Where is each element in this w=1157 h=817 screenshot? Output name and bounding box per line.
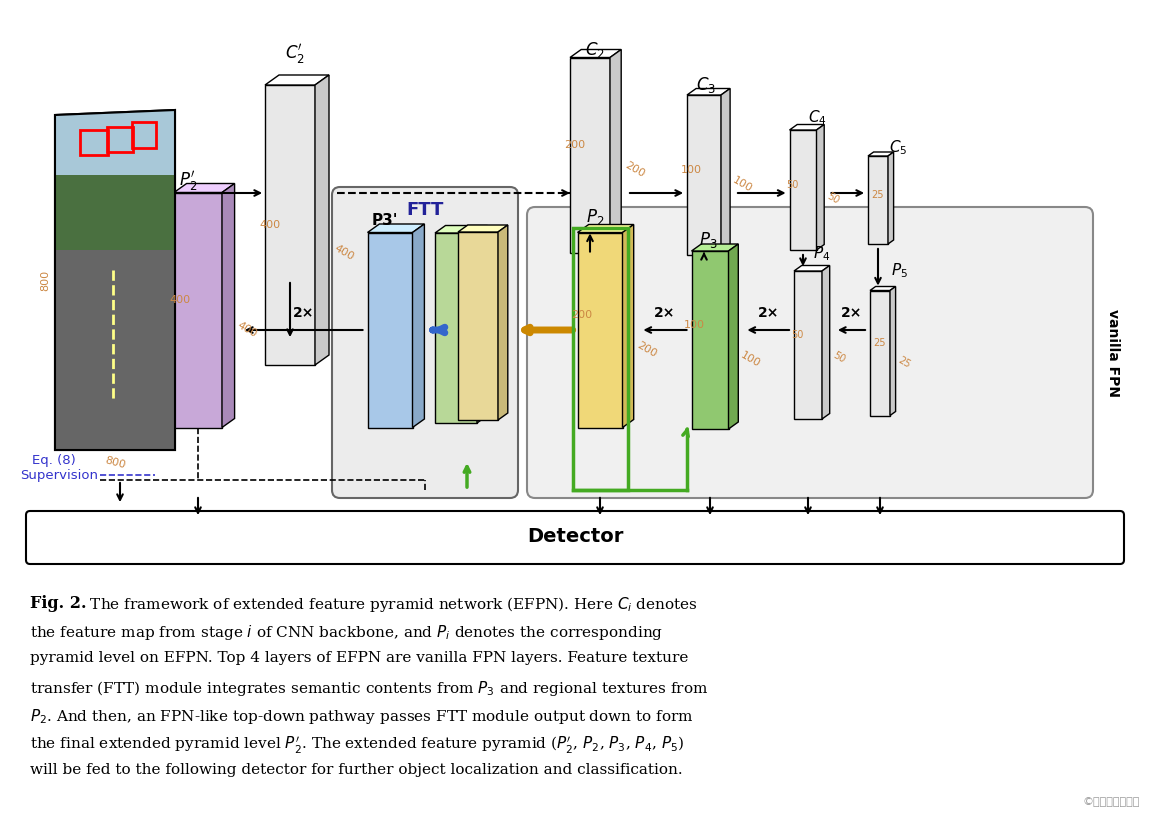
Text: 2×: 2× (758, 306, 779, 320)
Text: 25: 25 (874, 338, 886, 348)
Text: $P_2$. And then, an FPN-like top-down pathway passes FTT module output down to f: $P_2$. And then, an FPN-like top-down pa… (30, 707, 694, 726)
Polygon shape (687, 95, 721, 255)
Text: FTT: FTT (406, 201, 443, 219)
Text: the final extended pyramid level $P_2'$. The extended feature pyramid ($P_2'$, $: the final extended pyramid level $P_2'$.… (30, 735, 684, 756)
Text: 400: 400 (332, 243, 355, 262)
Text: 400: 400 (236, 320, 259, 340)
Polygon shape (721, 88, 730, 255)
Polygon shape (56, 110, 175, 450)
Text: 200: 200 (624, 160, 647, 180)
Polygon shape (577, 225, 634, 233)
Text: The framework of extended feature pyramid network (EFPN). Here $C_i$ denotes: The framework of extended feature pyrami… (84, 595, 698, 614)
Polygon shape (692, 251, 729, 429)
Polygon shape (870, 291, 890, 416)
Text: 50: 50 (787, 180, 798, 190)
Polygon shape (56, 110, 175, 175)
Polygon shape (870, 287, 896, 291)
Polygon shape (692, 244, 738, 251)
Polygon shape (174, 193, 222, 427)
Polygon shape (435, 233, 477, 423)
Text: Supervision: Supervision (20, 468, 98, 481)
Polygon shape (265, 85, 315, 365)
Text: 100: 100 (684, 320, 705, 330)
Polygon shape (458, 232, 498, 420)
Polygon shape (821, 266, 830, 419)
Text: 800: 800 (103, 455, 126, 470)
Text: vanilla FPN: vanilla FPN (1106, 309, 1120, 396)
Text: 2×: 2× (841, 306, 862, 320)
Text: 50: 50 (831, 350, 847, 364)
Text: 200: 200 (635, 341, 658, 359)
Polygon shape (789, 124, 824, 130)
Text: 100: 100 (731, 176, 754, 194)
Text: Detector: Detector (526, 528, 624, 547)
FancyBboxPatch shape (332, 187, 518, 498)
Polygon shape (890, 287, 896, 416)
Text: 2×: 2× (655, 306, 676, 320)
Polygon shape (56, 250, 175, 450)
Polygon shape (174, 184, 235, 193)
Text: 100: 100 (680, 165, 701, 175)
Text: 400: 400 (259, 220, 280, 230)
Text: 50: 50 (825, 190, 841, 205)
Polygon shape (687, 88, 730, 95)
Polygon shape (577, 233, 622, 427)
Text: $P_3$: $P_3$ (699, 230, 717, 250)
Text: $C_2'$: $C_2'$ (285, 42, 305, 65)
FancyBboxPatch shape (25, 511, 1123, 564)
Text: pyramid level on EFPN. Top 4 layers of EFPN are vanilla FPN layers. Feature text: pyramid level on EFPN. Top 4 layers of E… (30, 651, 688, 665)
Polygon shape (729, 244, 738, 429)
Polygon shape (868, 152, 893, 156)
Polygon shape (315, 75, 329, 365)
Polygon shape (889, 152, 893, 244)
Text: the feature map from stage $i$ of CNN backbone, and $P_i$ denotes the correspond: the feature map from stage $i$ of CNN ba… (30, 623, 663, 642)
Text: 50: 50 (791, 330, 803, 340)
FancyBboxPatch shape (526, 207, 1093, 498)
Polygon shape (56, 175, 175, 250)
Text: 200: 200 (570, 310, 592, 320)
Text: 400: 400 (169, 295, 191, 305)
Text: $C_4$: $C_4$ (808, 108, 826, 127)
Polygon shape (794, 266, 830, 271)
Text: 200: 200 (565, 140, 585, 150)
Text: $P_2$: $P_2$ (585, 207, 604, 227)
Text: Fig. 2.: Fig. 2. (30, 595, 87, 612)
Polygon shape (368, 224, 425, 233)
Polygon shape (413, 224, 425, 427)
Text: $P_4$: $P_4$ (813, 244, 831, 263)
Text: 800: 800 (40, 270, 50, 291)
Polygon shape (265, 75, 329, 85)
Text: 25: 25 (897, 355, 913, 370)
Text: Eq. (8): Eq. (8) (32, 453, 75, 467)
Text: $C_2$: $C_2$ (585, 40, 605, 60)
Polygon shape (458, 225, 508, 232)
Text: transfer (FTT) module integrates semantic contents from $P_3$ and regional textu: transfer (FTT) module integrates semanti… (30, 679, 708, 698)
Text: will be fed to the following detector for further object localization and classi: will be fed to the following detector fo… (30, 763, 683, 777)
Polygon shape (794, 271, 821, 419)
Polygon shape (368, 233, 413, 427)
Polygon shape (222, 184, 235, 427)
Polygon shape (435, 225, 487, 233)
Polygon shape (789, 130, 817, 250)
Polygon shape (477, 225, 487, 423)
Text: 2×: 2× (293, 306, 315, 320)
Polygon shape (498, 225, 508, 420)
Polygon shape (622, 225, 634, 427)
Text: 100: 100 (739, 350, 762, 369)
Polygon shape (610, 50, 621, 252)
Polygon shape (868, 156, 889, 244)
Text: $C_5$: $C_5$ (889, 138, 907, 157)
Text: P3': P3' (371, 213, 398, 228)
Polygon shape (570, 50, 621, 57)
Text: $P_5$: $P_5$ (891, 261, 907, 279)
Text: $C_3$: $C_3$ (697, 75, 716, 95)
Polygon shape (570, 57, 610, 252)
Text: $P_2'$: $P_2'$ (179, 168, 197, 193)
Text: ©苏小太阳啊！！: ©苏小太阳啊！！ (1083, 797, 1140, 807)
Polygon shape (817, 124, 824, 250)
Text: 25: 25 (871, 190, 884, 200)
